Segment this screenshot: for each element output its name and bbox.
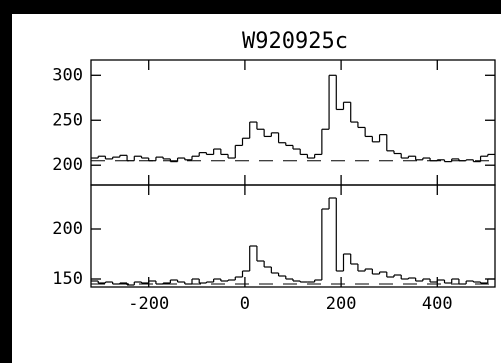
y-tick-label: 200 xyxy=(52,219,83,239)
y-tick-label: 150 xyxy=(52,269,83,289)
x-tick-label: 400 xyxy=(422,294,453,314)
x-tick-label: -200 xyxy=(128,294,169,314)
chart-title: W920925c xyxy=(242,29,348,54)
x-tick-label: 0 xyxy=(240,294,250,314)
panel-frame xyxy=(90,184,496,288)
y-tick-label: 300 xyxy=(52,65,83,85)
y-tick-label: 250 xyxy=(52,110,83,130)
y-tick-label: 200 xyxy=(52,155,83,175)
plot-background xyxy=(12,14,501,363)
x-tick-label: 200 xyxy=(326,294,357,314)
